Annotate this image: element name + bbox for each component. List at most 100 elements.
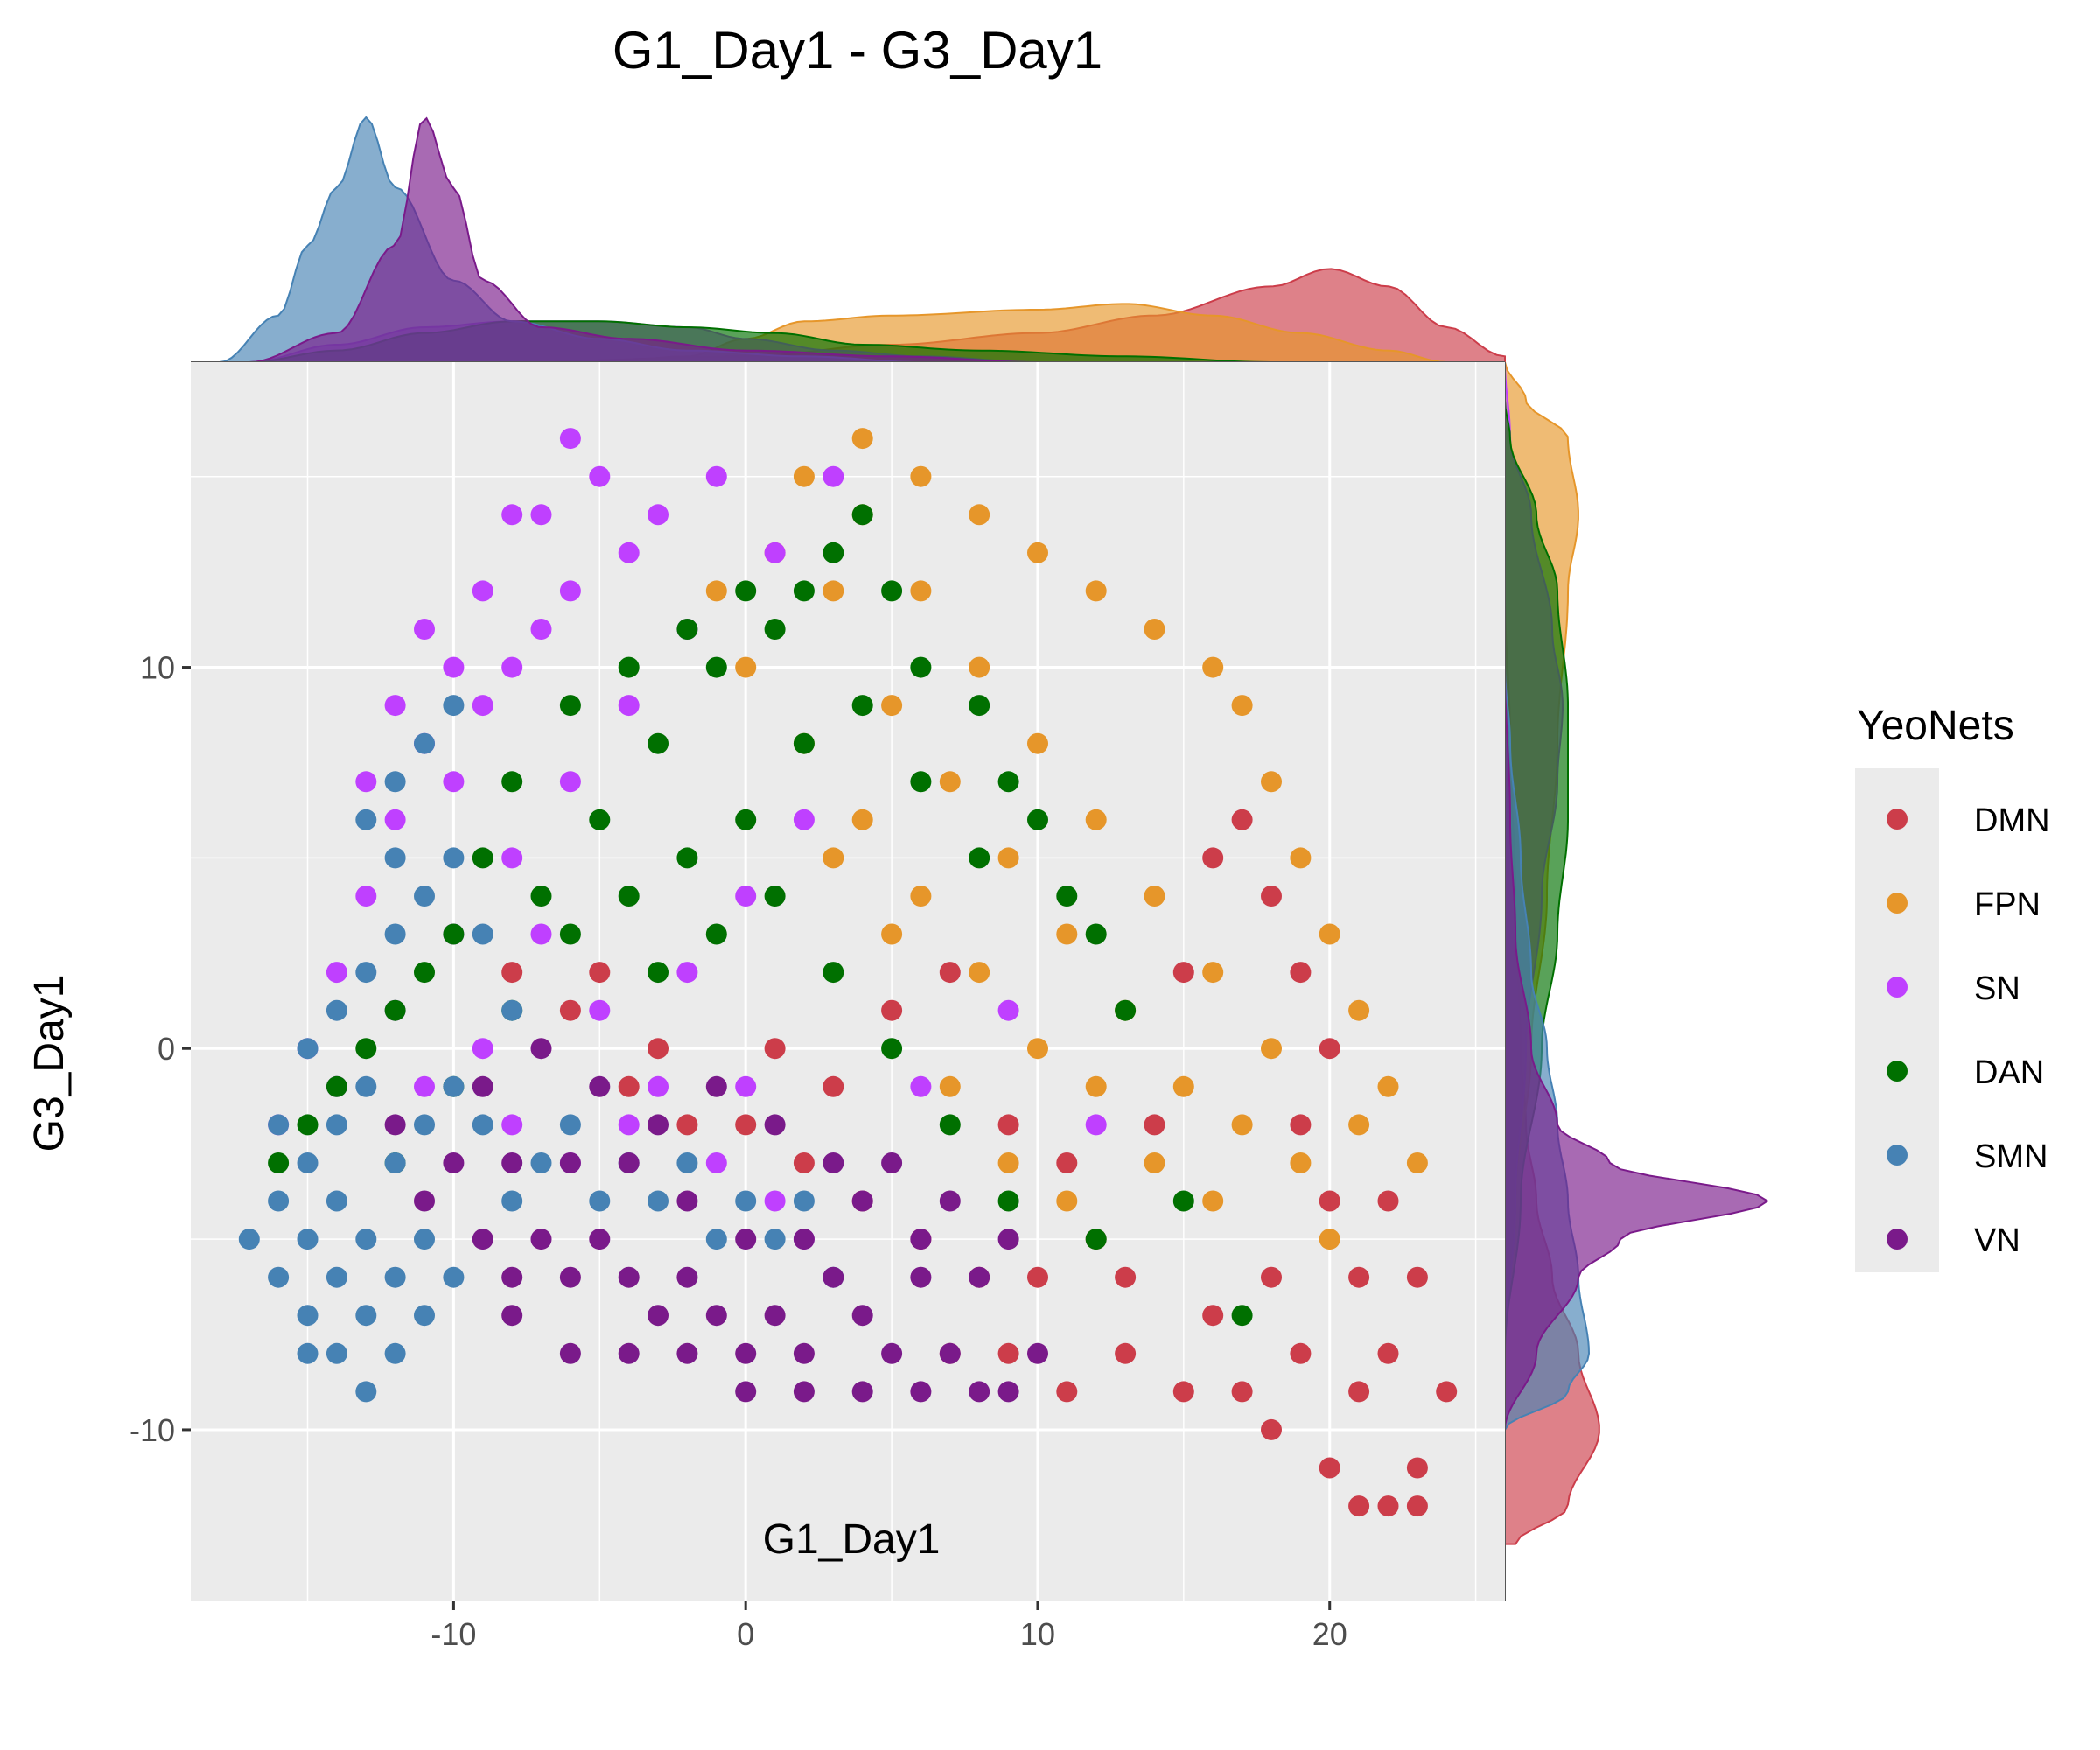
data-point [793,1190,815,1212]
data-point [735,1381,757,1403]
data-point [326,1342,347,1364]
data-point [939,1075,961,1097]
data-point [589,808,611,830]
data-point [648,1075,668,1097]
data-point [326,962,347,984]
data-point [1319,923,1340,945]
legend-label: SN [1974,970,2020,1007]
legend: YeoNets DMN FPN SN DAN SMN VN [1855,703,2050,1272]
data-point [443,847,465,869]
data-point [998,1342,1019,1364]
data-point [472,923,494,945]
data-point [384,1342,406,1364]
data-point [1261,1038,1282,1060]
y-tick-label: -10 [130,1412,175,1448]
data-point [443,1075,465,1097]
data-point [735,1114,757,1136]
data-point [969,695,990,717]
data-point [998,847,1019,869]
data-point [851,695,873,717]
data-point [618,542,640,564]
data-point [764,1114,786,1136]
data-point [297,1228,318,1250]
x-tick-label: 0 [737,1616,754,1652]
data-point [414,1190,435,1212]
data-point [939,1190,961,1212]
data-point [559,695,581,717]
data-point [910,466,932,487]
data-point [648,1114,668,1136]
data-point [589,1190,611,1212]
data-point [472,1114,494,1136]
data-point [969,1266,990,1288]
series-smn [238,695,844,1403]
data-point [1085,1228,1107,1250]
data-point [735,1228,757,1250]
data-point [735,808,757,830]
series-vn [384,1038,1048,1403]
data-point [501,656,523,678]
data-point [998,771,1019,793]
data-point [384,1152,406,1173]
data-point [326,1114,347,1136]
data-point [881,1342,903,1364]
data-point [384,923,406,945]
data-point [676,619,698,640]
data-point [355,886,377,906]
data-point [618,886,640,906]
data-point [297,1114,318,1136]
data-point [705,656,727,678]
data-point [676,1114,698,1136]
data-point [618,1342,640,1364]
data-point [530,504,552,526]
data-point [1056,1381,1078,1403]
data-point [1231,808,1253,830]
data-point [384,999,406,1021]
data-point [676,847,698,869]
data-point [618,656,640,678]
data-point [1202,1190,1224,1212]
data-point [618,1114,640,1136]
data-point [1172,1075,1194,1097]
data-point [501,1305,523,1326]
data-point [705,923,727,945]
data-point [530,1038,552,1060]
data-point [530,886,552,906]
data-point [676,1266,698,1288]
data-point [939,1342,961,1364]
data-point [910,1228,932,1250]
data-point [1115,999,1137,1021]
data-point [1115,1342,1137,1364]
data-point [910,1381,932,1403]
data-point [1290,1114,1312,1136]
series-fpn [705,428,1428,1250]
data-point [969,656,990,678]
data-point [1027,1342,1048,1364]
data-point [1377,1190,1399,1212]
data-point [851,1190,873,1212]
data-point [559,771,581,793]
data-point [1348,1495,1370,1517]
data-point [1172,1190,1194,1212]
data-point [559,428,581,450]
data-point [822,962,844,984]
data-point [881,923,903,945]
plot-panel [191,362,1505,1601]
data-point [355,1075,377,1097]
data-point [559,923,581,945]
data-point [326,999,347,1021]
data-point [1085,1114,1107,1136]
data-point [822,847,844,869]
data-point [998,1228,1019,1250]
data-point [443,1152,465,1173]
data-point [998,1381,1019,1403]
data-point [705,1152,727,1173]
data-point [443,923,465,945]
data-point [1231,695,1253,717]
legend-key-sn [1886,976,1908,998]
data-point [1144,1114,1166,1136]
data-point [384,695,406,717]
density-y-vn [1504,667,1769,1430]
y-axis: -10 0 10 [130,650,191,1448]
